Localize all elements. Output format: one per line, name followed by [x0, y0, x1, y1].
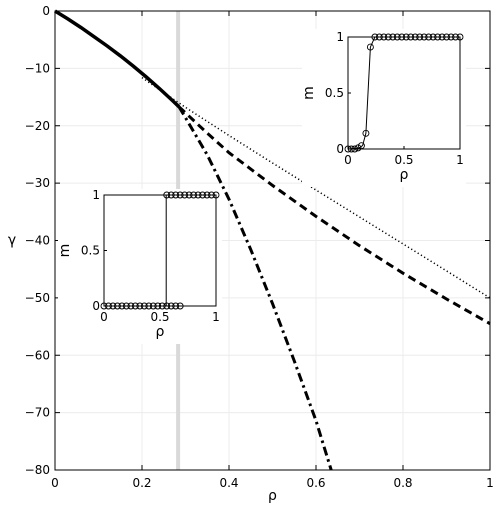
main-y-tick-label: −10 [25, 61, 50, 75]
main-y-tick-label: −50 [25, 291, 50, 305]
inset-top-right-x-label: ρ [400, 167, 409, 183]
inset-bottom-left-background [58, 189, 222, 344]
inset1-x-tick-label: 1 [212, 310, 220, 324]
inset-bottom-left-x-label: ρ [156, 324, 165, 340]
main-y-tick-label: −80 [25, 463, 50, 477]
inset-top-right: 0 0.5 1 0 0.5 1 ρ m [301, 29, 466, 187]
inset1-y-tick-label: 1 [92, 188, 100, 202]
main-x-tick-label: 0.6 [306, 476, 325, 490]
inset2-y-tick-label: 1 [336, 30, 344, 44]
inset2-data-point [366, 43, 374, 51]
main-series-group [54, 9, 491, 471]
inset2-y-tick-label: 0.5 [325, 86, 344, 100]
inset2-y-tick-label: 0 [336, 142, 344, 156]
inset-top-right-y-label: m [301, 86, 317, 100]
main-y-axis-label: γ [8, 233, 16, 249]
inset-bottom-left-ticks: 0 0.5 1 0 0.5 1 [81, 188, 220, 324]
main-y-tick-label: −60 [25, 348, 50, 362]
main-y-tick-label: −20 [25, 119, 50, 133]
inset1-x-tick-label: 0 [100, 310, 108, 324]
inset1-x-tick-label: 0.5 [150, 310, 169, 324]
main-y-tick-label: −70 [25, 406, 50, 420]
main-x-axis-label: ρ [268, 488, 277, 504]
inset2-x-tick-label: 1 [456, 153, 464, 167]
inset1-y-tick-label: 0 [92, 299, 100, 313]
main-x-tick-label: 0.2 [132, 476, 151, 490]
main-y-tick-label: −30 [25, 176, 50, 190]
main-y-tick-label: 0 [42, 4, 50, 18]
inset1-y-tick-label: 0.5 [81, 244, 100, 258]
inset2-x-tick-label: 0.5 [394, 153, 413, 167]
main-x-tick-label: 0 [51, 476, 59, 490]
main-x-tick-label: 0.4 [219, 476, 238, 490]
main-x-tick-label: 1 [486, 476, 494, 490]
main-x-tick-label: 0.8 [393, 476, 412, 490]
inset-top-right-background [302, 29, 466, 187]
inset2-x-tick-label: 0 [344, 153, 352, 167]
main-series-dashdot-line [177, 106, 333, 471]
main-series-dashed-line [177, 105, 491, 326]
inset-bottom-left-y-label: m [57, 244, 73, 258]
main-series-solid-line [54, 9, 181, 109]
main-y-tick-label: −40 [25, 234, 50, 248]
inset-bottom-left: 0 0.5 1 0 0.5 1 ρ m [57, 188, 222, 344]
main-ticks: 0 0.2 0.4 0.6 0.8 1 0 −10 −20 −30 −40 −50 −60 −70 −80 [25, 4, 494, 490]
inset2-data-point [362, 129, 370, 137]
inset-top-right-ticks: 0 0.5 1 0 0.5 1 [325, 30, 464, 167]
